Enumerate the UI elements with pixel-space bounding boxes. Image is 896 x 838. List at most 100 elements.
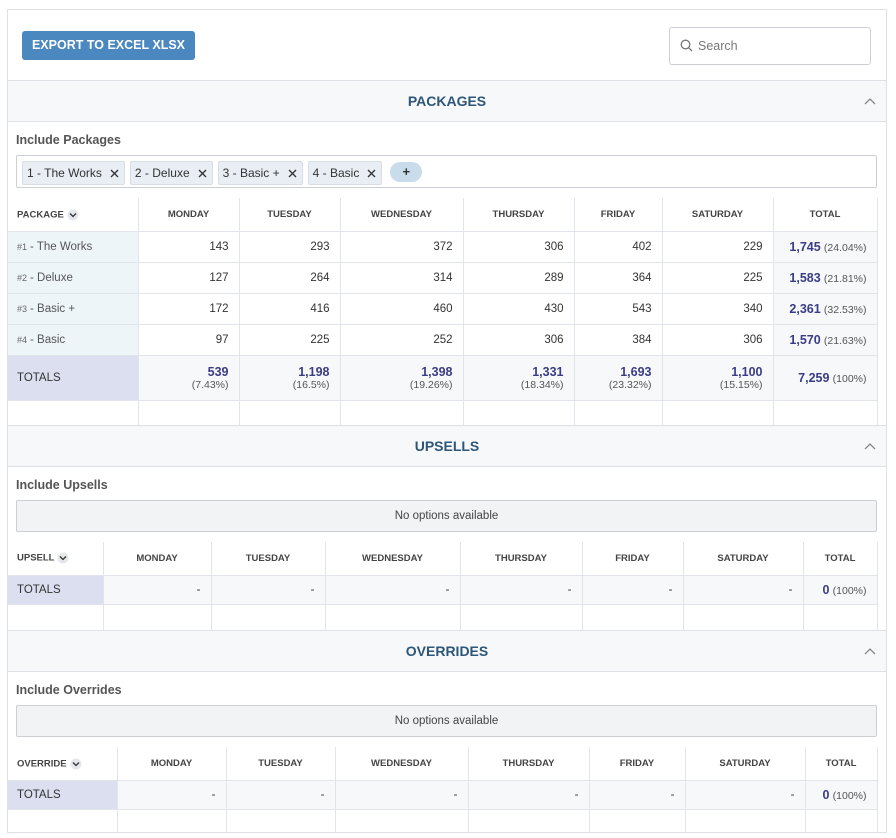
collapse-icon [864, 648, 876, 655]
section-header[interactable]: UPSELLS [8, 424, 886, 467]
totals-cell: - [116, 780, 227, 810]
blank-cell [661, 400, 774, 425]
cell: 543 [573, 293, 663, 325]
sections: PACKAGES Include Packages 1 - The Works 2 -… [8, 80, 886, 832]
chip-remove[interactable] [367, 169, 376, 178]
column-header: THURSDAY [459, 541, 583, 576]
cell: 306 [462, 324, 575, 356]
column-header-label: TOTAL [809, 209, 841, 220]
row-name: - Deluxe [30, 272, 73, 284]
cell: 293 [238, 231, 341, 263]
totals-cell: 1,398 (19.26%) [339, 355, 464, 401]
cell: 172 [137, 293, 240, 325]
blank-row [8, 603, 878, 630]
chip-remove[interactable] [198, 169, 207, 178]
cell: 416 [238, 293, 341, 325]
row-label: #1- The Works [8, 231, 139, 263]
column-header-label: SATURDAY [719, 758, 771, 769]
column-header-label: WEDNESDAY [362, 552, 423, 564]
blank-cell [210, 603, 326, 630]
column-header-label: FRIDAY [600, 209, 636, 220]
data-table: PACKAGE MONDAY TUESDAY WEDNESDAY THURSDAY FRI… [8, 198, 878, 425]
totals-cell: - [334, 780, 469, 810]
blank-cell [588, 809, 686, 832]
totals-value: 1,693 [620, 365, 652, 379]
column-header-label: TOTAL [824, 552, 856, 564]
totals-value: - [196, 583, 201, 596]
add-button[interactable]: + [390, 162, 423, 182]
cell: 225 [238, 324, 341, 356]
chip: 2 - Deluxe [129, 161, 213, 185]
row-number: #4 [17, 335, 28, 345]
section-header[interactable]: PACKAGES [8, 80, 886, 122]
totals-value: - [668, 583, 673, 596]
column-header: MONDAY [102, 541, 212, 576]
column-header: UPSELL [8, 541, 104, 576]
cell: 97 [137, 324, 240, 356]
column-header-label: WEDNESDAY [371, 209, 432, 220]
totals-cell: 1,331 (18.34%) [462, 355, 575, 401]
column-header: THURSDAY [467, 747, 590, 781]
totals-value: 1,331 [532, 365, 564, 379]
column-header-label: PACKAGE [17, 209, 64, 221]
total-value: 1,583 [789, 271, 821, 285]
chip-label: 4 - Basic [312, 166, 360, 180]
chip-select[interactable]: 1 - The Works 2 - Deluxe 3 - Basic + 4 - Ba… [16, 155, 877, 188]
data-table: OVERRIDE MONDAY TUESDAY WEDNESDAY THURSDAY FR… [8, 747, 878, 832]
section-header[interactable]: OVERRIDES [8, 630, 886, 672]
column-header-label: SATURDAY [717, 552, 769, 564]
totals-cell: - [467, 780, 590, 810]
total-value: 1,570 [789, 333, 821, 347]
cell: 460 [339, 293, 464, 325]
column-header: FRIDAY [581, 541, 684, 576]
row-name: - Basic + [30, 303, 76, 315]
blank-cell [804, 809, 878, 832]
cell: 306 [661, 324, 774, 356]
grand-total-value: 7,259 [798, 371, 830, 385]
totals-value: - [453, 789, 458, 801]
column-header: WEDNESDAY [339, 198, 464, 232]
column-header-label: THURSDAY [492, 209, 545, 220]
totals-cell: - [225, 780, 336, 810]
totals-label: TOTALS [8, 355, 139, 401]
cell: 364 [573, 262, 663, 294]
search-box[interactable]: Search [669, 27, 871, 65]
row-name: - Basic [30, 334, 66, 346]
export-button[interactable]: EXPORT TO EXCEL XLSX [22, 31, 195, 60]
column-header-label: THURSDAY [502, 758, 555, 769]
cell: 225 [661, 262, 774, 294]
data-row: #4- Basic 97 225 252 306 384 306 1,570 (21.63%) [8, 324, 878, 356]
grand-total-percent: (100%) [832, 373, 867, 385]
collapse-icon [864, 442, 876, 449]
totals-cell: - [684, 780, 806, 810]
section-title: OVERRIDES [405, 643, 489, 659]
row-number: #1 [17, 242, 28, 252]
totals-cell: - [459, 574, 583, 605]
totals-cell: - [581, 574, 684, 605]
chip-remove[interactable] [110, 169, 119, 178]
totals-value: - [211, 789, 216, 801]
data-table: UPSELL MONDAY TUESDAY WEDNESDAY THURSDAY FRID… [8, 541, 878, 630]
cell: 252 [339, 324, 464, 356]
blank-row [8, 809, 878, 832]
totals-cell: - [588, 780, 686, 810]
sort-dropdown [57, 552, 69, 564]
column-header-label: FRIDAY [615, 552, 650, 564]
totals-row: TOTALS - - - - - -0 (100%) [8, 780, 878, 810]
column-header-label: FRIDAY [619, 758, 655, 769]
column-header: WEDNESDAY [324, 541, 461, 576]
column-header: TUESDAY [238, 198, 341, 232]
column-header: TOTAL [804, 747, 878, 781]
header-row: OVERRIDE MONDAY TUESDAY WEDNESDAY THURSDAY FR… [8, 747, 878, 781]
include-label: Include Packages [16, 133, 121, 147]
chip-remove[interactable] [288, 169, 297, 178]
totals-value: - [670, 789, 675, 801]
column-header-label: MONDAY [167, 209, 210, 220]
chip: 4 - Basic [307, 161, 383, 185]
column-header: TOTAL [802, 541, 878, 576]
column-header-label: UPSELL [17, 552, 55, 564]
totals-cell: 1,693 (23.32%) [573, 355, 663, 401]
row-total: 2,361 (32.53%) [772, 293, 878, 325]
column-header: WEDNESDAY [334, 747, 469, 781]
blank-cell [682, 603, 804, 630]
